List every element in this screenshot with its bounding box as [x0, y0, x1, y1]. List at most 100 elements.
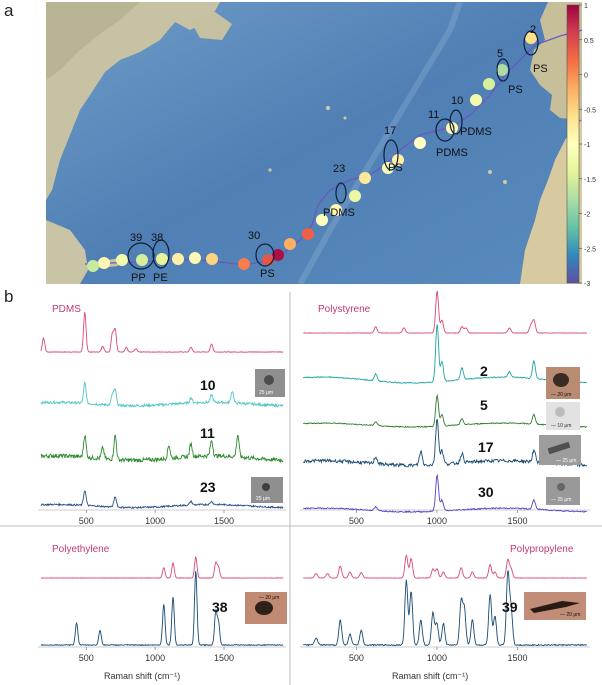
- colorbar-tick-label: -3: [584, 281, 590, 288]
- polymer-label-17: PS: [388, 162, 403, 174]
- sample-marker-39: [127, 242, 155, 270]
- spectrum-polystyrene-reference: [303, 291, 587, 334]
- scale-bar-5: — 10 μm: [551, 423, 571, 429]
- scale-bar-39: — 20 μm: [560, 612, 580, 618]
- polymer-label-23: PDMS: [323, 207, 355, 219]
- micrograph-38: — 20 μm: [245, 592, 287, 624]
- micrograph-2: — 20 μm: [546, 367, 580, 399]
- station-dot: [446, 122, 458, 134]
- sample-marker-17: [383, 139, 399, 171]
- micrograph-39: — 20 μm: [524, 592, 586, 620]
- polymer-label-39: PP: [131, 272, 146, 284]
- mid-atlantic-ridge: [297, 2, 463, 284]
- sample-number-30: 30: [248, 230, 260, 242]
- sample-marker-30: [255, 243, 275, 267]
- spectrum-polypropylene-reference: [303, 553, 587, 579]
- x-tick-label: 500: [349, 653, 364, 663]
- spectrum-2: [302, 324, 588, 384]
- spectra-panel-1: 500 1000 1500: [300, 291, 590, 526]
- x-axis-label-left: Raman shift (cm⁻¹): [104, 671, 180, 681]
- micrograph-17: — 25 μm: [539, 435, 581, 465]
- station-dot: [349, 190, 361, 202]
- sample-marker-5: [496, 58, 510, 82]
- colorbar-tick-label: -1.5: [584, 177, 596, 184]
- sample-38-label: 38: [212, 599, 228, 615]
- sample-number-23: 23: [333, 163, 345, 175]
- pdms-title: PDMS: [52, 304, 81, 315]
- spectrum-10: [40, 380, 284, 409]
- x-tick-label: 1500: [214, 653, 234, 663]
- sample-marker-38: [152, 239, 170, 269]
- north-america-landmass: [46, 2, 220, 200]
- scale-bar-2: — 20 μm: [551, 392, 571, 398]
- station-dot: [238, 258, 250, 270]
- sample-marker-10: [449, 109, 463, 135]
- sample-number-38: 38: [151, 232, 163, 244]
- polymer-label-11: PDMS: [436, 147, 468, 159]
- sample-marker-23: [335, 182, 347, 204]
- spectrum-39: [303, 570, 588, 647]
- sample-marker-11: [435, 118, 455, 142]
- polymer-label-38: PE: [153, 272, 168, 284]
- micrograph-30: — 25 μm: [546, 477, 580, 505]
- sample-number-17: 17: [384, 125, 396, 137]
- colorbar-tick-label: 0: [584, 73, 588, 80]
- colorbar-tick-label: -0.5: [584, 107, 596, 114]
- sample-11-label: 11: [200, 425, 215, 441]
- colorbar-tick-label: -2: [584, 212, 590, 219]
- station-dot: [414, 137, 426, 149]
- sample-17-label: 17: [478, 439, 494, 455]
- station-dot: [156, 253, 168, 265]
- cruise-track: [84, 29, 582, 266]
- sample-number-2: 2: [530, 24, 536, 36]
- spectrum-38: [40, 571, 284, 647]
- colorbar-tick-label: -2.5: [584, 246, 596, 253]
- africa-landmass: [520, 120, 582, 284]
- x-tick-label: 1000: [145, 653, 165, 663]
- station-dot: [172, 253, 184, 265]
- station-dot: [284, 238, 296, 250]
- spectra-panels: 500 1000 1500 500 1000 1500 500 1000 1500 500 1000…: [38, 291, 590, 663]
- station-dot: [316, 214, 328, 226]
- spectrum-11: [40, 434, 284, 464]
- spectrum-5: [303, 393, 588, 428]
- spectrum-30: [303, 473, 587, 514]
- x-tick-label: 500: [79, 653, 94, 663]
- station-dot: [302, 228, 314, 240]
- x-tick-label: 1000: [145, 516, 165, 526]
- station-dot: [87, 260, 99, 272]
- station-dot: [206, 253, 218, 265]
- x-tick-label: 1500: [214, 516, 234, 526]
- spectra-panel-2: 500 1000 1500: [38, 555, 286, 663]
- station-dot: [470, 94, 482, 106]
- sample-number-5: 5: [497, 48, 503, 60]
- map: 2 PS 5 PS 10 PDMS 11 PDMS 17 PS 23 PDMS 30 PS 38 PE 39 PP: [46, 2, 582, 284]
- sample-markers: 2 PS 5 PS 10 PDMS 11 PDMS 17 PS 23 PDMS 30 PS 38 PE 39 PP: [127, 24, 548, 284]
- station-dot: [116, 254, 128, 266]
- sample-39-label: 39: [502, 599, 518, 615]
- sample-number-39: 39: [130, 232, 142, 244]
- polyethylene-title: Polyethylene: [52, 544, 110, 555]
- sample-number-10: 10: [451, 95, 463, 107]
- spectrum-polyethylene-reference: [40, 555, 284, 579]
- x-tick-label: 1500: [507, 653, 527, 663]
- sample-23-label: 23: [200, 479, 216, 495]
- x-tick-label: 500: [349, 516, 364, 526]
- panel-a-label: a: [4, 1, 14, 20]
- station-dot: [330, 204, 342, 216]
- x-axis-label-right: Raman shift (cm⁻¹): [392, 671, 468, 681]
- colorbar-tick-label: -1: [584, 142, 590, 149]
- x-tick-label: 1500: [507, 516, 527, 526]
- polystyrene-title: Polystyrene: [318, 304, 371, 315]
- station-dot: [496, 64, 508, 76]
- station-dot: [262, 254, 274, 266]
- station-dot: [359, 172, 371, 184]
- newfoundland-landmass: [190, 12, 232, 40]
- station-dot: [272, 249, 284, 261]
- sample-2-label: 2: [480, 363, 488, 379]
- florida-landmass: [46, 220, 88, 284]
- sample-marker-2: [523, 30, 539, 56]
- colorbar: [566, 4, 580, 284]
- polymer-label-10: PDMS: [460, 126, 492, 138]
